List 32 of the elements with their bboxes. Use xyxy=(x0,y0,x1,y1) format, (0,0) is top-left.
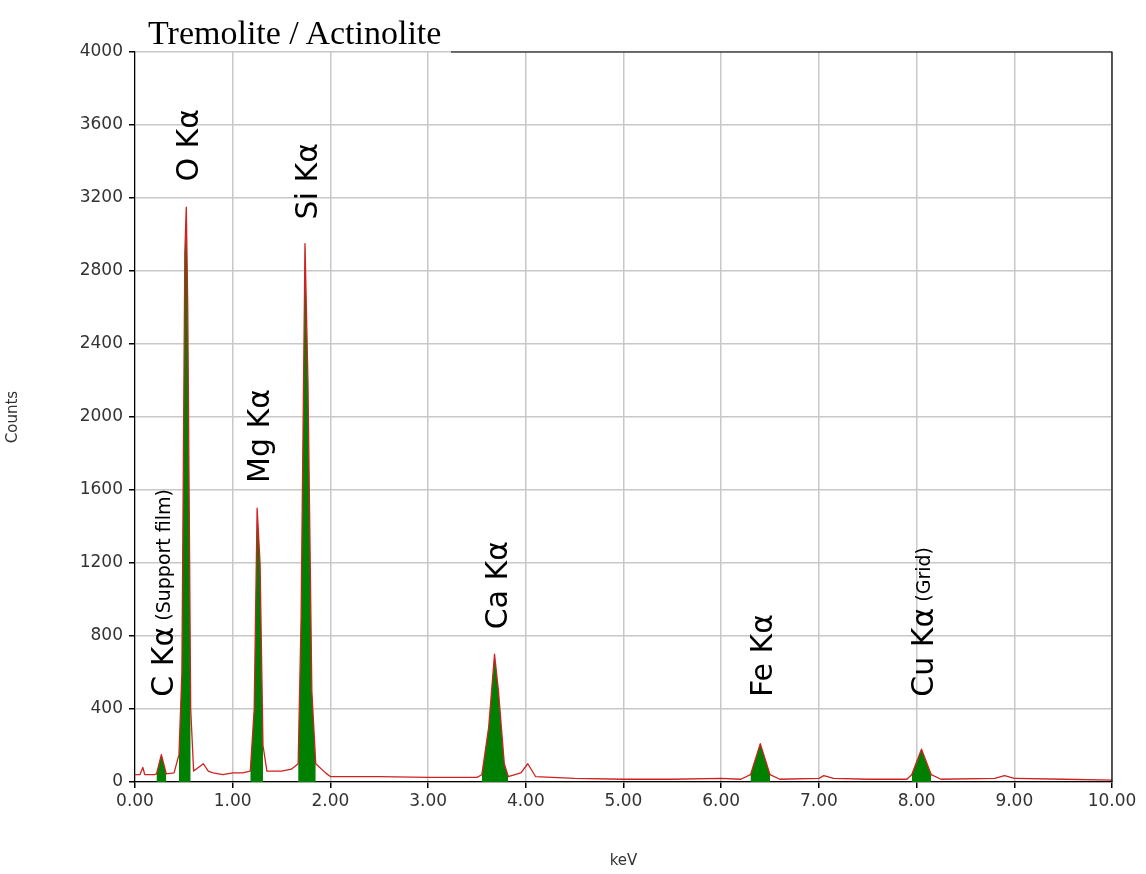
annotation: Fe Kα xyxy=(744,614,780,698)
x-tick-label: 6.00 xyxy=(702,789,741,810)
chart-title: Tremolite / Actinolite xyxy=(148,14,442,51)
x-tick-label: 7.00 xyxy=(799,789,838,810)
x-tick-label: 1.00 xyxy=(213,789,252,810)
y-tick-label: 4000 xyxy=(79,40,123,61)
y-tick-label: 2000 xyxy=(79,405,123,426)
y-tick-label: 1200 xyxy=(79,551,123,572)
annotation: O Kα xyxy=(170,109,206,182)
x-tick-label: 4.00 xyxy=(506,789,545,810)
y-axis-title: Counts xyxy=(2,390,21,444)
y-tick-label: 3200 xyxy=(79,186,123,207)
y-tick-label: 400 xyxy=(90,697,123,718)
y-tick-label: 800 xyxy=(90,624,123,645)
y-tick-label: 2400 xyxy=(79,332,123,353)
x-tick-label: 8.00 xyxy=(897,789,936,810)
annotation: Si Kα xyxy=(288,142,324,219)
x-tick-label: 9.00 xyxy=(995,789,1034,810)
x-tick-label: 2.00 xyxy=(311,789,350,810)
x-tick-label: 10.00 xyxy=(1087,789,1137,810)
y-tick-label: 2800 xyxy=(79,259,123,280)
y-tick-label: 3600 xyxy=(79,113,123,134)
annotation: Mg Kα xyxy=(241,389,277,484)
annotation: Ca Kα xyxy=(478,541,514,630)
y-tick-label: 0 xyxy=(112,770,123,791)
annotation: C Kα (Support film) xyxy=(145,489,181,697)
y-tick-label: 1600 xyxy=(79,478,123,499)
annotation: Cu Kα (Grid) xyxy=(905,547,941,697)
x-tick-label: 3.00 xyxy=(409,789,448,810)
x-tick-label: 5.00 xyxy=(604,789,643,810)
x-tick-label: 0.00 xyxy=(116,789,154,810)
x-axis-title: keV xyxy=(609,850,639,869)
